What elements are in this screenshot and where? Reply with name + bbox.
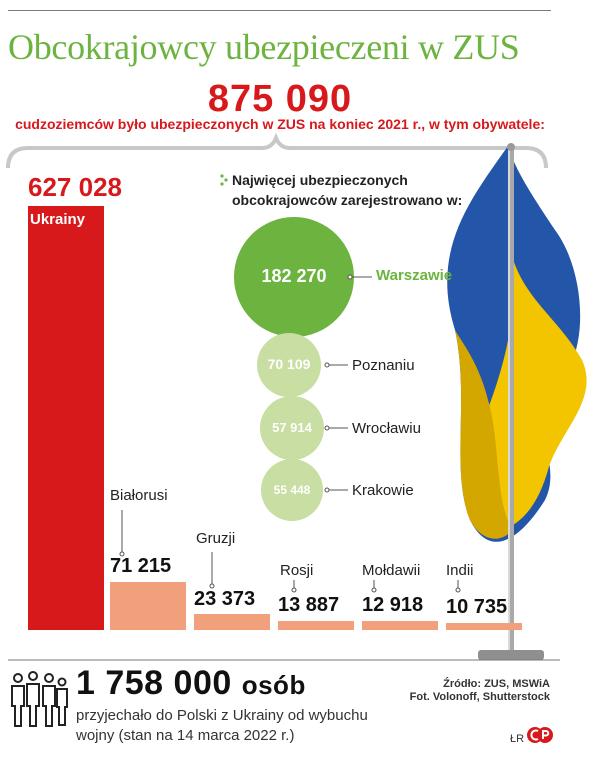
bubble-value-poznaniu: 70 109	[267, 356, 311, 372]
photo-credit-line: Fot. Volonoff, Shutterstock	[409, 691, 550, 703]
bar-ukraine	[28, 206, 104, 630]
refugees-total: 1 758 000 osób	[76, 664, 306, 703]
city-title-bullet-icon	[220, 174, 228, 186]
flag-pole	[508, 150, 514, 656]
flag-pole-top	[507, 143, 515, 151]
refugees-total-unit: osób	[241, 670, 306, 700]
flag-pole-highlight	[508, 150, 510, 656]
bar-value-gruzji: 23 373	[194, 588, 256, 610]
bar-value-ukrainy: 627 028	[28, 172, 122, 202]
total-insured-value: 875 090	[207, 78, 353, 120]
country-label-bialorusi: Białorusi	[110, 487, 168, 504]
country-label-moldawii: Mołdawii	[362, 562, 421, 579]
source-line: Źródło: ZUS, MSWiA	[443, 678, 550, 690]
bar-value-bialorusi: 71 215	[110, 555, 172, 577]
people-group-icon	[11, 671, 68, 727]
city-section-title-line1: Najwięcej ubezpieczonych	[232, 172, 408, 188]
bar-value-indii: 10 735	[446, 596, 508, 618]
bar-gruzji	[194, 614, 270, 630]
city-label-krakowie: Krakowie	[352, 482, 414, 499]
city-label-poznaniu: Poznaniu	[352, 357, 415, 374]
publisher-logo	[527, 727, 553, 743]
bubble-value-warszawie: 182 270	[261, 266, 327, 286]
bar-rosji	[278, 621, 354, 630]
bubble-value-wroclawiu: 57 914	[272, 420, 312, 435]
bar-moldawii	[362, 621, 438, 630]
country-label-gruzji: Gruzji	[196, 530, 236, 547]
bar-value-moldawii: 12 918	[362, 594, 424, 616]
flag-pole-base	[478, 650, 544, 660]
bar-indii	[446, 623, 522, 630]
refugees-caption-line1: przyjechało do Polski z Ukrainy od wybuc…	[76, 707, 368, 724]
city-label-wroclawiu: Wrocławiu	[352, 420, 421, 437]
bubble-value-krakowie: 55 448	[273, 483, 311, 497]
bubble-warszawie	[234, 217, 354, 337]
bubble-krakowie	[261, 459, 323, 521]
total-insured-caption: cudzoziemców było ubezpieczonych w ZUS n…	[15, 116, 545, 132]
bubble-wroclawiu	[260, 396, 324, 460]
city-label-warszawie: Warszawie	[376, 267, 453, 284]
bar-label-ukrainy: Ukrainy	[30, 211, 86, 228]
city-leader-lines	[324, 274, 372, 493]
ukraine-flag	[447, 146, 587, 542]
top-rule	[8, 10, 551, 11]
subtitle-brace	[6, 132, 548, 169]
bar-bialorusi	[110, 582, 186, 630]
city-section-title-line2: obcokrajowców zarejestrowano w:	[232, 192, 463, 208]
bubble-poznaniu	[257, 333, 321, 397]
country-label-rosji: Rosji	[280, 562, 314, 579]
page-title: Obcokrajowcy ubezpieczeni w ZUS	[8, 27, 520, 67]
country-label-indii: Indii	[446, 562, 474, 579]
bar-value-rosji: 13 887	[278, 594, 340, 616]
refugees-total-number: 1 758 000	[76, 664, 232, 702]
refugees-caption-line2: wojny (stan na 14 marca 2022 r.)	[76, 727, 295, 744]
country-leader-lines	[119, 510, 461, 593]
author-initials: ŁR	[510, 733, 525, 745]
